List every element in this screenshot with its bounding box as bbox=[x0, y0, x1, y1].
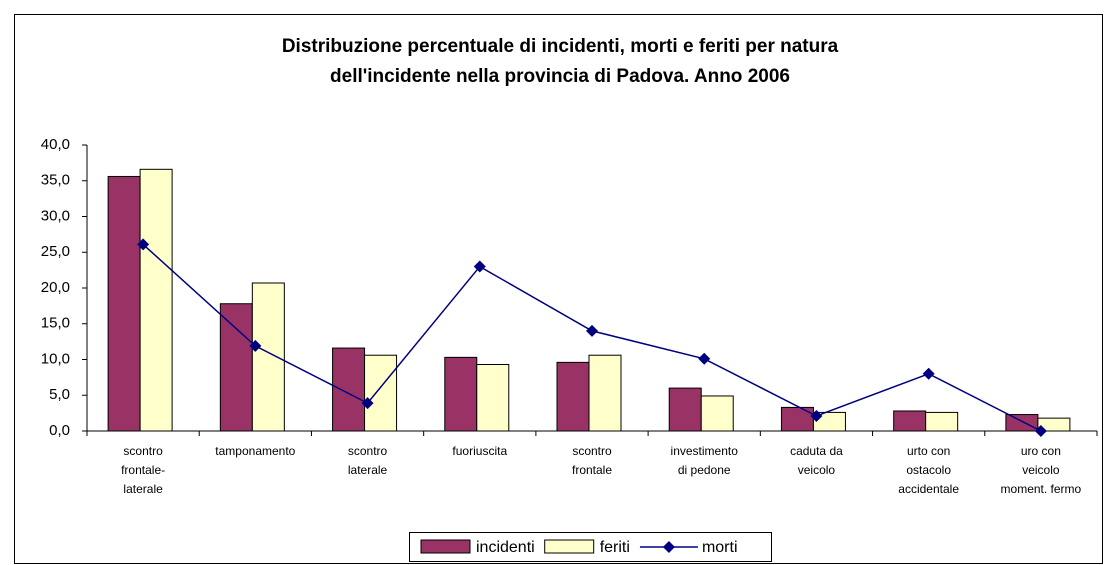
y-tick-label: 20,0 bbox=[41, 279, 70, 296]
x-tick-label: veicolo bbox=[1022, 463, 1060, 477]
x-tick-label: veicolo bbox=[798, 463, 836, 477]
bar bbox=[332, 347, 366, 432]
chart-title: Distribuzione percentuale di incidenti, … bbox=[282, 36, 839, 57]
chart-title: dell'incidente nella provincia di Padova… bbox=[330, 66, 790, 87]
x-tick-label: fuoriuscita bbox=[452, 444, 507, 458]
legend-swatch bbox=[662, 541, 675, 553]
bar bbox=[139, 168, 173, 432]
x-tick-label: frontale- bbox=[121, 463, 165, 477]
x-tick-label: di pedone bbox=[678, 463, 731, 477]
bar bbox=[588, 354, 622, 432]
x-tick-label: laterale bbox=[123, 482, 163, 496]
legend-label: morti bbox=[702, 539, 738, 556]
y-tick-label: 25,0 bbox=[41, 243, 70, 260]
marker bbox=[698, 352, 711, 365]
x-tick-label: accidentale bbox=[898, 482, 959, 496]
y-tick-label: 5,0 bbox=[49, 386, 70, 403]
x-tick-label: investimento bbox=[671, 444, 739, 458]
marker bbox=[137, 238, 150, 251]
bar bbox=[1005, 414, 1039, 432]
bar bbox=[1037, 417, 1071, 432]
x-tick-label: urto con bbox=[907, 444, 950, 458]
y-tick-label: 10,0 bbox=[41, 350, 70, 367]
x-tick-label: tamponamento bbox=[215, 444, 295, 458]
bar bbox=[444, 356, 478, 432]
x-tick-label: scontro bbox=[123, 444, 163, 458]
x-tick-label: scontro bbox=[348, 444, 388, 458]
x-tick-label: laterale bbox=[348, 463, 388, 477]
y-tick-label: 30,0 bbox=[41, 207, 70, 224]
chart-border bbox=[14, 14, 1103, 564]
y-tick-label: 0,0 bbox=[49, 422, 70, 439]
marker bbox=[922, 367, 935, 380]
x-tick-label: uro con bbox=[1021, 444, 1061, 458]
bar bbox=[700, 395, 734, 432]
x-tick-label: scontro bbox=[572, 444, 612, 458]
bar bbox=[556, 361, 590, 432]
x-tick-label: frontale bbox=[572, 463, 612, 477]
marker bbox=[249, 339, 262, 352]
legend-label: incidenti bbox=[476, 539, 535, 556]
y-tick-label: 40,0 bbox=[41, 136, 70, 153]
bar bbox=[893, 410, 927, 432]
bar bbox=[219, 303, 253, 432]
legend-swatch bbox=[544, 539, 595, 554]
bar bbox=[364, 354, 398, 432]
x-tick-label: caduta da bbox=[790, 444, 843, 458]
y-tick-label: 15,0 bbox=[41, 315, 70, 332]
bar bbox=[251, 282, 285, 432]
marker bbox=[473, 260, 486, 273]
bar bbox=[925, 411, 959, 432]
marker bbox=[361, 397, 374, 410]
y-tick-label: 35,0 bbox=[41, 172, 70, 189]
bar bbox=[780, 406, 814, 432]
legend-swatch bbox=[420, 539, 471, 554]
marker bbox=[810, 409, 823, 422]
bar bbox=[668, 387, 702, 432]
bar bbox=[812, 411, 846, 432]
bar bbox=[107, 175, 141, 432]
bar bbox=[476, 364, 510, 432]
marker bbox=[1034, 425, 1047, 437]
x-tick-label: moment. fermo bbox=[1001, 482, 1082, 496]
legend-label: feriti bbox=[600, 539, 630, 556]
x-tick-label: ostacolo bbox=[906, 463, 951, 477]
marker bbox=[586, 324, 598, 337]
